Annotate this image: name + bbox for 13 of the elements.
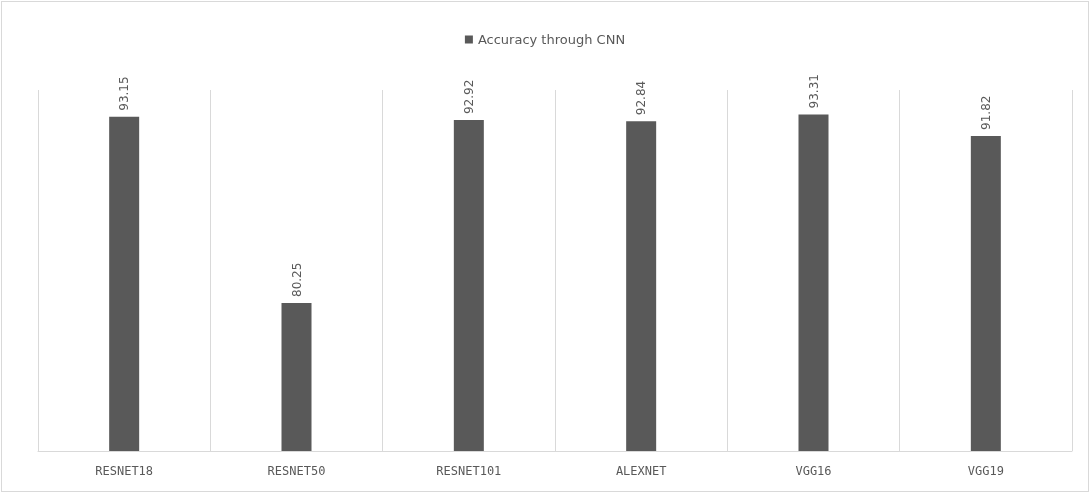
data-label: 93.15: [117, 76, 132, 111]
data-label: 92.92: [461, 79, 476, 115]
x-tick-label: RESNET101: [436, 464, 502, 478]
x-tick-label: VGG19: [967, 464, 1004, 478]
data-label: 92.84: [634, 80, 649, 116]
x-tick-label: RESNET18: [95, 464, 154, 478]
data-label: 80.25: [289, 262, 304, 297]
x-tick-label: ALEXNET: [615, 464, 667, 478]
data-label: 93.31: [806, 74, 821, 109]
x-tick-label: RESNET50: [267, 464, 326, 478]
legend-label: Accuracy through CNN: [477, 32, 626, 47]
x-tick-label: VGG16: [795, 464, 832, 478]
data-label: 91.82: [978, 95, 993, 130]
